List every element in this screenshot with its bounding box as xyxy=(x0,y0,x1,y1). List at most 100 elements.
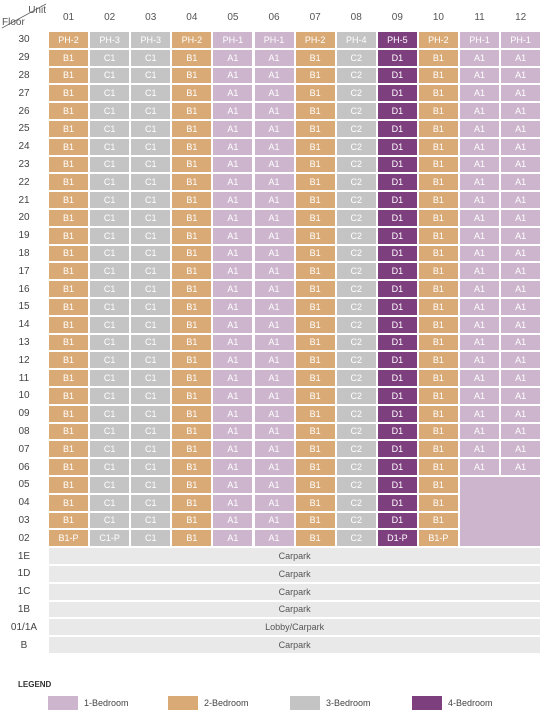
unit-cell: A1 xyxy=(459,84,501,103)
unit-cell: B1 xyxy=(48,155,90,174)
unit-cell: A1 xyxy=(459,209,501,227)
unit-cell: A1 xyxy=(212,155,254,174)
unit-cell: C2 xyxy=(335,529,377,548)
floor-label: 23 xyxy=(18,158,30,170)
unit-header: 09 xyxy=(391,11,403,23)
unit-cell: A1 xyxy=(459,173,501,192)
unit-cell: PH-2 xyxy=(417,31,459,49)
unit-cell: C2 xyxy=(335,440,377,459)
unit-cell: B1 xyxy=(417,66,459,85)
unit-cell: B1 xyxy=(417,511,459,530)
unit-cell: C1 xyxy=(130,529,172,548)
unit-cell: C1 xyxy=(130,155,172,174)
unit-cell: B1 xyxy=(294,209,336,227)
floor-label: 02 xyxy=(18,532,30,544)
unit-cell: A1 xyxy=(500,209,542,227)
unit-cell: B1 xyxy=(294,387,336,405)
unit-cell: D1 xyxy=(376,137,418,156)
unit-cell: B1 xyxy=(171,120,213,138)
floor-label: B xyxy=(20,639,28,651)
unit-cell: C2 xyxy=(335,511,377,530)
unit-cell: B1 xyxy=(294,440,336,459)
unit-cell: A1 xyxy=(459,120,501,138)
unit-cell: A1 xyxy=(212,315,254,334)
unit-cell: B1 xyxy=(48,369,90,387)
unit-cell: A1 xyxy=(212,333,254,352)
unit-cell: B1 xyxy=(294,315,336,334)
legend-label: 1-Bedroom xyxy=(84,698,129,708)
floor-label: 04 xyxy=(18,497,30,509)
unit-cell: D1 xyxy=(376,66,418,85)
unit-cell: C1 xyxy=(89,262,131,281)
unit-cell: A1 xyxy=(500,422,542,441)
unit-cell: A1 xyxy=(212,84,254,103)
unit-cell: B1 xyxy=(294,262,336,281)
unit-cell: A1 xyxy=(253,387,295,405)
legend-swatch xyxy=(168,696,198,710)
unit-cell: A1 xyxy=(500,155,542,174)
unit-cell: A1 xyxy=(500,66,542,85)
unit-cell: A1 xyxy=(500,244,542,263)
unit-cell: A1 xyxy=(253,48,295,67)
unit-cell: D1 xyxy=(376,458,418,476)
unit-cell: C1 xyxy=(130,137,172,156)
unit-cell: C2 xyxy=(335,244,377,263)
unit-cell: B1 xyxy=(171,351,213,370)
floor-label: 01/1A xyxy=(10,621,38,633)
unit-cell: B1 xyxy=(294,102,336,120)
unit-cell: C2 xyxy=(335,48,377,67)
legend-swatch xyxy=(48,696,78,710)
unit-cell: A1 xyxy=(212,351,254,370)
floor-label: 1D xyxy=(17,568,31,580)
unit-cell: B1 xyxy=(48,458,90,476)
unit-cell: B1 xyxy=(171,226,213,245)
empty-block xyxy=(459,476,542,548)
unit-cell: C1 xyxy=(89,404,131,423)
unit-cell: A1 xyxy=(459,102,501,120)
unit-cell: C1 xyxy=(130,120,172,138)
unit-cell: C1-P xyxy=(89,529,131,548)
unit-cell: A1 xyxy=(253,209,295,227)
floor-label: 07 xyxy=(18,443,30,455)
unit-cell: C1 xyxy=(130,493,172,512)
unit-cell: B1 xyxy=(48,315,90,334)
unit-cell: A1 xyxy=(212,173,254,192)
unit-cell: A1 xyxy=(253,458,295,476)
podium-cell: Carpark xyxy=(48,547,542,565)
unit-cell: D1 xyxy=(376,102,418,120)
unit-cell: A1 xyxy=(459,387,501,405)
unit-cell: A1 xyxy=(253,120,295,138)
unit-cell: C1 xyxy=(89,493,131,512)
floor-label: 21 xyxy=(18,194,30,206)
unit-cell: B1 xyxy=(417,333,459,352)
unit-cell: B1 xyxy=(294,404,336,423)
unit-header: 07 xyxy=(309,11,321,23)
unit-cell: B1 xyxy=(294,48,336,67)
unit-cell: B1 xyxy=(171,369,213,387)
unit-cell: B1 xyxy=(294,369,336,387)
unit-cell: A1 xyxy=(212,493,254,512)
unit-cell: A1 xyxy=(253,191,295,209)
unit-cell: A1 xyxy=(459,369,501,387)
floor-label: 15 xyxy=(18,301,30,313)
unit-cell: A1 xyxy=(212,191,254,209)
unit-cell: A1 xyxy=(500,48,542,67)
unit-cell: C1 xyxy=(89,422,131,441)
unit-cell: D1 xyxy=(376,476,418,494)
unit-cell: A1 xyxy=(253,511,295,530)
unit-cell: C1 xyxy=(130,226,172,245)
unit-cell: B1 xyxy=(294,422,336,441)
unit-cell: B1 xyxy=(171,84,213,103)
unit-cell: B1 xyxy=(417,209,459,227)
unit-cell: A1 xyxy=(500,369,542,387)
unit-cell: C1 xyxy=(130,458,172,476)
unit-cell: C1 xyxy=(89,137,131,156)
unit-cell: A1 xyxy=(253,262,295,281)
unit-cell: C1 xyxy=(130,333,172,352)
unit-cell: PH-1 xyxy=(253,31,295,49)
unit-cell: C2 xyxy=(335,387,377,405)
unit-header: 05 xyxy=(227,11,239,23)
unit-header: 06 xyxy=(268,11,280,23)
unit-cell: C2 xyxy=(335,298,377,316)
unit-cell: B1 xyxy=(171,440,213,459)
